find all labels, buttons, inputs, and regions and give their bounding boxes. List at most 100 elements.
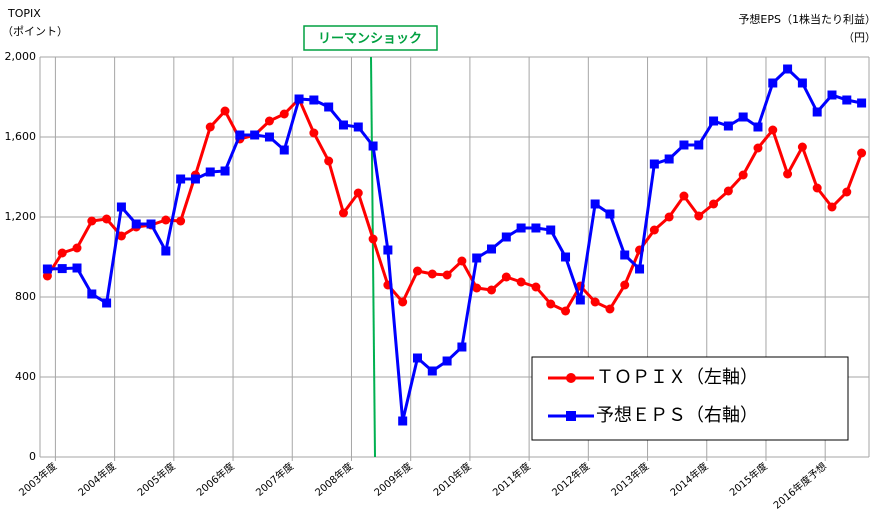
point [368,234,378,244]
point [442,356,452,366]
point [116,202,126,212]
legend: ＴＯＰＩＸ（左軸） 予想ＥＰＳ（右軸） [531,356,849,441]
point [797,78,807,88]
point [827,90,837,100]
x-tick-label: 2003年度 [16,460,59,499]
point [723,186,733,196]
point [412,353,422,363]
point [842,95,852,105]
point [768,78,778,88]
point [309,95,319,105]
point [812,183,822,193]
x-tick-label: 2008年度 [312,460,355,499]
y-tick-label: 2,000 [5,50,37,63]
point [561,306,571,316]
point [649,159,659,169]
point [857,148,867,158]
point [827,202,837,212]
point [605,209,615,219]
point [753,122,763,132]
point [146,219,156,229]
x-tick-label: 2005年度 [135,460,178,499]
point [812,107,822,117]
point [57,264,67,274]
point [279,109,289,119]
point [487,285,497,295]
point [501,232,511,242]
point [176,174,186,184]
event-line [370,56,376,458]
legend-box [531,356,849,441]
point [72,243,82,253]
y-tick-label: 0 [29,450,36,463]
x-tick-label: 2004年度 [75,460,118,499]
point [442,270,452,280]
point [679,191,689,201]
point [72,263,82,273]
point [176,216,186,226]
point [590,199,600,209]
point [427,366,437,376]
y2-axis-label: （円） [843,31,876,44]
point [87,216,97,226]
point [709,116,719,126]
point [738,170,748,180]
point [457,342,467,352]
y-axis-label: （ポイント） [2,25,68,38]
y-tick-label: 1,600 [5,130,37,143]
point [694,140,704,150]
x-tick-label: 2013年度 [608,460,651,499]
point [679,140,689,150]
annotation-box [303,25,438,51]
point [264,132,274,142]
point [709,199,719,209]
point [264,116,274,126]
point [723,121,733,131]
point [605,304,615,314]
x-tick-label: 2016年度予想 [771,460,829,512]
point [131,219,141,229]
point [694,211,704,221]
y-tick-label: 400 [15,370,36,383]
point [664,212,674,222]
y-axis-label: TOPIX [7,7,41,20]
point [842,187,852,197]
point [42,271,52,281]
point [472,253,482,263]
point [501,272,511,282]
point [235,130,245,140]
point [309,128,319,138]
series-line [46,96,864,313]
x-tick-label: 2015年度 [727,460,770,499]
x-tick-label: 2014年度 [667,460,710,499]
point [427,269,437,279]
x-tick-label: 2007年度 [253,460,296,499]
point [116,231,126,241]
x-tick-label: 2006年度 [194,460,237,499]
legend-label: 予想ＥＰＳ（右軸） [596,405,758,426]
point [857,98,867,108]
point [783,64,793,74]
point [620,250,630,260]
x-tick-label: 2012年度 [549,460,592,499]
point [472,283,482,293]
x-tick-label: 2011年度 [490,460,533,499]
point [161,246,171,256]
point [590,297,600,307]
point [353,122,363,132]
point [531,223,541,233]
y-tick-label: 800 [15,290,36,303]
x-tick-label: 2010年度 [431,460,474,499]
point [205,167,215,177]
point [102,298,112,308]
point [220,106,230,116]
annotation: リーマンショック [318,32,422,47]
point [161,215,171,225]
point [620,280,630,290]
legend-label: ＴＯＰＩＸ（左軸） [596,367,758,388]
point [205,122,215,132]
point [635,264,645,274]
point [797,142,807,152]
point [102,214,112,224]
